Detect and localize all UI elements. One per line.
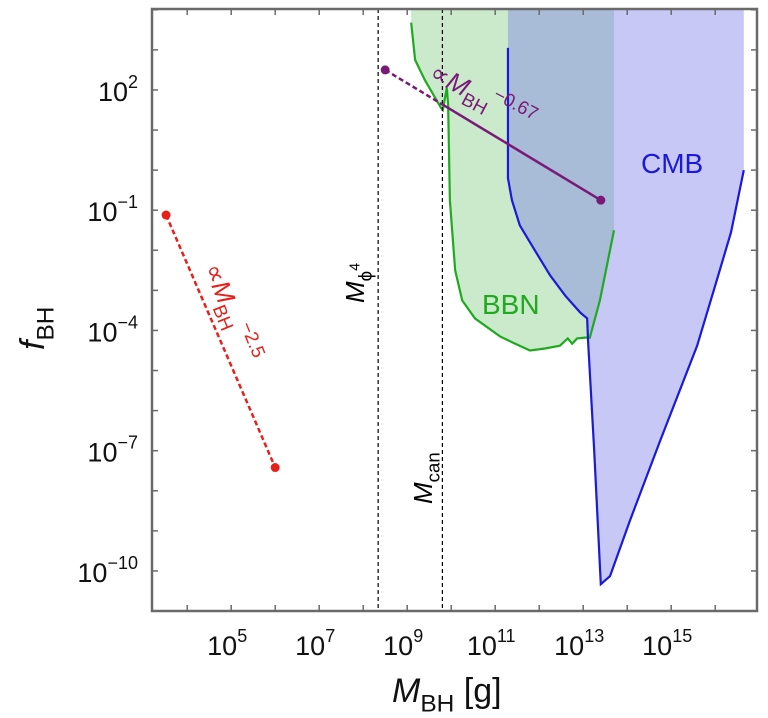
- y-tick-label-base: 10: [98, 77, 128, 107]
- bbn-region-fill: [411, 9, 614, 351]
- red-point-1: [270, 463, 280, 473]
- red-scaling-line: [164, 214, 277, 469]
- red-scaling-label-base: ∝M: [198, 259, 241, 308]
- x-tick-label-base: 10: [467, 631, 497, 661]
- x-axis-label-sub: BH: [420, 691, 454, 718]
- m-phi4-label-base: M: [340, 281, 370, 303]
- cmb-region-fill: [507, 9, 744, 585]
- x-tick-label: 1011: [467, 626, 516, 661]
- y-tick-label: 10−10: [77, 553, 138, 588]
- bbn-label: BBN: [482, 289, 540, 320]
- y-tick-label-exp: 2: [128, 72, 138, 92]
- x-tick-label-base: 10: [383, 631, 413, 661]
- x-tick-label: 107: [295, 626, 335, 661]
- x-tick-label-exp: 9: [413, 626, 423, 646]
- y-tick-label-exp: −4: [117, 312, 138, 332]
- m-can-label: Mcan: [408, 452, 443, 504]
- m-phi4-label: Mϕ4: [340, 263, 375, 303]
- red-point-0: [161, 210, 171, 220]
- x-axis-label: MBH [g]: [392, 672, 502, 718]
- m-can-label-base: M: [408, 482, 438, 504]
- purple-point-1: [596, 195, 606, 205]
- x-tick-label-exp: 5: [237, 626, 247, 646]
- y-axis-label-sub: BH: [33, 307, 60, 341]
- y-tick-label: 10−4: [87, 312, 138, 347]
- purple-scaling-dashed: [384, 68, 444, 106]
- m-can-label-sub: can: [422, 452, 443, 482]
- x-tick-label-base: 10: [207, 631, 237, 661]
- y-tick-label: 10−1: [87, 192, 138, 227]
- x-tick-label-exp: 15: [672, 626, 692, 646]
- red-scaling-label-sub: BH: [209, 302, 238, 334]
- x-tick-label-exp: 11: [497, 626, 516, 646]
- y-tick-label-base: 10: [87, 197, 117, 227]
- y-tick-label-base: 10: [87, 317, 117, 347]
- x-axis-label-base: M: [392, 672, 421, 710]
- red-scaling-label: ∝MBH−2.5: [194, 257, 270, 368]
- cmb-boundary: [506, 47, 745, 587]
- y-tick-label-exp: −10: [107, 553, 138, 573]
- y-tick-label-base: 10: [77, 558, 107, 588]
- m-phi4-label-subsup: 4: [348, 263, 364, 271]
- lines: [161, 9, 606, 611]
- x-tick-label-exp: 13: [584, 626, 604, 646]
- y-tick-label: 102: [98, 72, 138, 107]
- m-phi4-label-sub: ϕ: [354, 271, 375, 281]
- purple-point-0: [380, 65, 390, 75]
- y-tick-label-exp: −7: [117, 433, 138, 453]
- cmb-label: CMB: [641, 148, 703, 179]
- x-tick-label: 109: [383, 626, 423, 661]
- x-tick-label-base: 10: [642, 631, 672, 661]
- y-tick-label-base: 10: [87, 438, 117, 468]
- x-tick-label: 1015: [642, 626, 692, 661]
- x-tick-label: 105: [207, 626, 247, 661]
- plot-frame: [150, 7, 759, 613]
- x-tick-label-base: 10: [554, 631, 584, 661]
- y-tick-label-exp: −1: [117, 192, 138, 212]
- y-tick-label: 10−7: [87, 433, 138, 468]
- axes: 105 107 109 1011 1013 101510210−110−410−710−1…: [14, 7, 759, 718]
- x-tick-label-base: 10: [295, 631, 325, 661]
- purple-scaling-solid: [441, 103, 602, 202]
- x-tick-label: 1013: [554, 626, 604, 661]
- x-axis-label-rest: [g]: [454, 672, 501, 710]
- regions: [410, 9, 745, 587]
- red-scaling-label-sup: −2.5: [236, 318, 269, 360]
- x-tick-label-exp: 7: [325, 626, 335, 646]
- y-axis-label: fBH: [14, 307, 60, 350]
